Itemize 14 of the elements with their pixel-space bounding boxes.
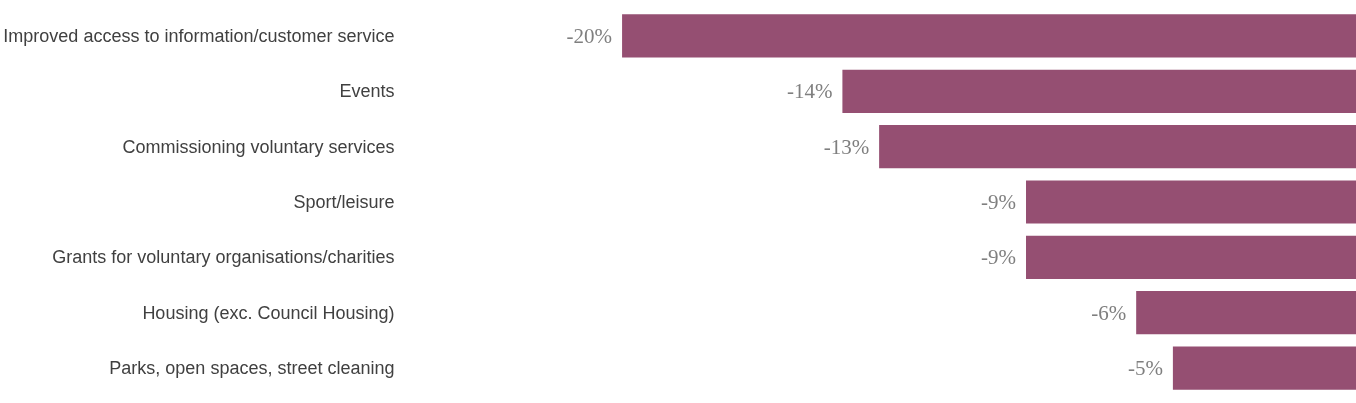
y-tick-label: Parks, open spaces, street cleaning [109, 358, 395, 379]
y-tick-label: Commissioning voluntary services [122, 136, 395, 157]
y-tick-label: Grants for voluntary organisations/charities [52, 247, 395, 268]
data-label: -9% [981, 190, 1017, 214]
data-label: -14% [786, 79, 833, 104]
data-label: -13% [823, 134, 870, 159]
data-label: -20% [566, 23, 613, 48]
y-tick-label: Sport/leisure [293, 192, 395, 212]
data-label: -5% [1127, 356, 1163, 381]
y-tick-label: Housing (exc. Council Housing) [142, 302, 395, 323]
y-tick-label: Improved access to information/customer service [3, 25, 395, 46]
y-tick-label: Events [339, 81, 395, 102]
data-label: -6% [1091, 300, 1127, 325]
data-label: -9% [981, 245, 1017, 270]
